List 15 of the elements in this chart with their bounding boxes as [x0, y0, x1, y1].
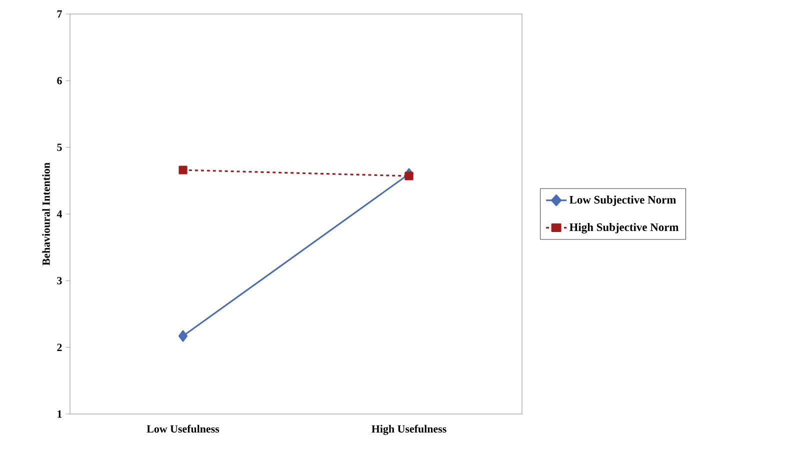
legend-label: High Subjective Norm: [569, 222, 679, 234]
x-tick-label: Low Usefulness: [146, 424, 220, 433]
point: [404, 172, 414, 180]
y-tick-label: 2: [57, 344, 62, 351]
y-tick-label: 3: [57, 276, 62, 284]
y-tick-label: 7: [57, 10, 62, 18]
legend-label: Low Subjective Norm: [569, 196, 676, 206]
y-tick-label: 1: [58, 410, 62, 418]
y-tick-label: 4: [56, 210, 62, 218]
y-tick-label: 5: [57, 144, 62, 151]
point: [178, 166, 188, 174]
point: [178, 330, 188, 342]
y-tick-label: 6: [57, 76, 62, 84]
x-tick-label: High Usefulness: [372, 424, 446, 435]
y-axis-title: Behavioural Intention: [42, 162, 50, 266]
